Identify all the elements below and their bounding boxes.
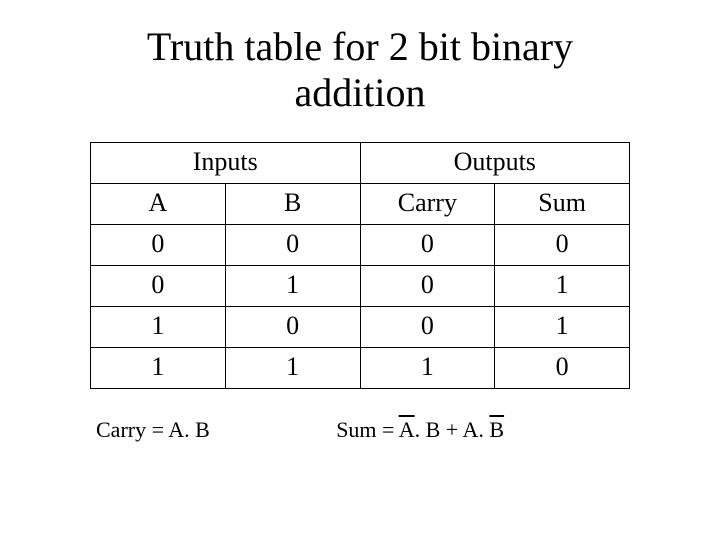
col-header-b: B [225,184,360,225]
col-header-a: A [91,184,226,225]
cell: 1 [225,266,360,307]
sum-mid: . B + A. [415,417,490,442]
cell: 1 [495,266,630,307]
carry-formula: Carry = A. B [90,417,328,443]
sum-bar-b: B [489,417,504,442]
truth-table: Inputs Outputs A B Carry Sum 0 0 0 0 0 1… [90,142,630,389]
formulas-row: Carry = A. B Sum = A. B + A. B [90,417,630,443]
group-header-inputs: Inputs [91,143,361,184]
group-header-outputs: Outputs [360,143,630,184]
slide-title: Truth table for 2 bit binary addition [80,24,640,116]
truth-table-container: Inputs Outputs A B Carry Sum 0 0 0 0 0 1… [90,142,630,389]
table-row: 0 1 0 1 [91,266,630,307]
sum-prefix: Sum = [336,417,399,442]
cell: 1 [360,348,495,389]
table-column-header-row: A B Carry Sum [91,184,630,225]
sum-bar-a: A [399,417,415,442]
cell: 1 [225,348,360,389]
cell: 0 [495,225,630,266]
table-row: 1 1 1 0 [91,348,630,389]
col-header-carry: Carry [360,184,495,225]
table-row: 1 0 0 1 [91,307,630,348]
cell: 1 [495,307,630,348]
cell: 0 [360,307,495,348]
cell: 0 [360,266,495,307]
col-header-sum: Sum [495,184,630,225]
sum-formula: Sum = A. B + A. B [328,417,630,443]
cell: 0 [91,225,226,266]
cell: 1 [91,348,226,389]
cell: 0 [225,225,360,266]
cell: 0 [360,225,495,266]
cell: 1 [91,307,226,348]
table-group-header-row: Inputs Outputs [91,143,630,184]
cell: 0 [495,348,630,389]
cell: 0 [91,266,226,307]
slide: Truth table for 2 bit binary addition In… [0,0,720,540]
table-row: 0 0 0 0 [91,225,630,266]
cell: 0 [225,307,360,348]
